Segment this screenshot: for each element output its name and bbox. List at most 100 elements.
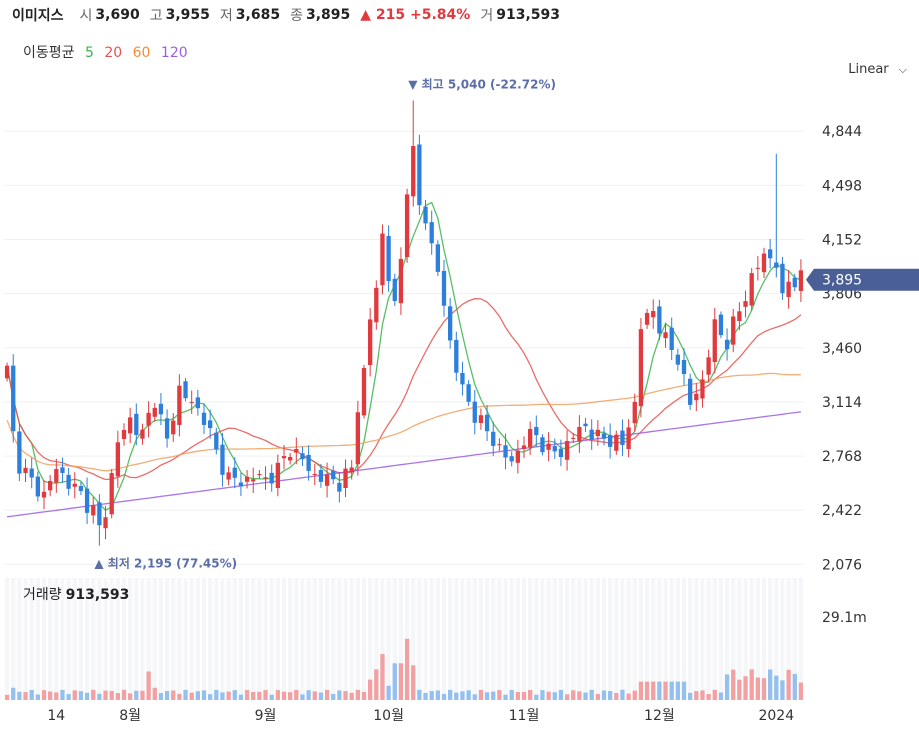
volume-stripe (768, 578, 773, 700)
volume-stripe (201, 578, 207, 700)
volume-bar (515, 691, 520, 700)
volume-bar (608, 691, 613, 700)
candle-body (774, 262, 779, 268)
candle-body (515, 450, 520, 463)
volume-stripe (724, 578, 730, 700)
volume-bar (632, 690, 637, 700)
volume-bar (66, 694, 71, 700)
volume-stripe (134, 578, 139, 700)
volume-bar (441, 693, 447, 700)
volume-bar (171, 690, 176, 700)
candle-body (540, 437, 545, 453)
volume-stripe (398, 578, 404, 700)
volume-stripe (91, 578, 96, 700)
candle-body (4, 365, 10, 379)
candle-body (423, 206, 428, 224)
volume-stripe (355, 578, 360, 700)
change-value: ▲ 215 +5.84% (360, 7, 471, 23)
volume-panel-label: 거래량 (23, 587, 62, 603)
volume-stripe (349, 578, 354, 700)
volume-stripe (214, 578, 219, 700)
volume-stripe (688, 578, 693, 700)
candle-body (595, 429, 600, 437)
volume-stripe (681, 578, 687, 700)
volume-bar (454, 692, 459, 700)
ma-5-line (6, 201, 802, 512)
candle-body (337, 482, 342, 492)
volume-stripe (515, 578, 520, 700)
candle-body (571, 437, 576, 439)
volume-bar (601, 690, 607, 700)
candle-body (724, 339, 730, 350)
volume-stripe (798, 578, 804, 700)
volume-bar (694, 691, 699, 700)
volume-bar (737, 679, 742, 700)
scale-selector[interactable]: Linear ⌵ (848, 62, 907, 77)
volume-bar (226, 691, 231, 700)
candle-body (318, 470, 324, 482)
volume-stripe (638, 578, 644, 700)
volume-bar (78, 691, 84, 700)
candle-body (786, 281, 791, 298)
candle-body (441, 270, 447, 306)
volume-bar (208, 694, 213, 700)
candle-body (608, 434, 613, 447)
volume-bar (392, 663, 397, 700)
candle-body (214, 432, 219, 450)
volume-bar (115, 693, 120, 700)
volume-stripe (792, 578, 797, 700)
candle-body (392, 278, 397, 301)
volume-bar (269, 694, 274, 700)
candle-body (29, 468, 34, 478)
volume-stripe (275, 578, 280, 700)
volume-stripe (78, 578, 84, 700)
volume-stripe (4, 578, 10, 700)
high-value: 3,955 (165, 7, 210, 23)
candle-body (152, 407, 157, 417)
candle-body (84, 488, 90, 513)
candle-body (349, 467, 354, 473)
volume-stripe (509, 578, 514, 700)
volume-bar (491, 691, 496, 700)
candle-body (251, 479, 256, 482)
candle-body (681, 359, 687, 375)
volume-bar (484, 692, 490, 700)
candle-body (577, 426, 582, 442)
volume-stripe (152, 578, 157, 700)
candle-body (232, 467, 237, 478)
moving-average-legend[interactable]: 이동평균 5 20 60 120 (23, 42, 194, 62)
volume-bar (417, 689, 422, 700)
volume-bar (4, 694, 10, 700)
volume-bar (257, 691, 262, 700)
candle-body (454, 339, 459, 373)
candle-body (731, 316, 736, 345)
volume-stripe (11, 578, 16, 700)
volume-stripe (115, 578, 120, 700)
volume-value: 913,593 (496, 7, 560, 23)
volume-bar (35, 694, 40, 700)
candle-body (651, 311, 656, 318)
candle-body (448, 306, 453, 341)
candle-body (374, 287, 379, 323)
candle-body (626, 427, 631, 450)
candle-body (257, 474, 262, 476)
volume-stripe (103, 578, 108, 700)
volume-bar (158, 693, 164, 700)
candle-body (675, 354, 680, 365)
candle-body (17, 431, 22, 474)
volume-bar (731, 669, 736, 700)
candle-body (688, 378, 693, 405)
x-tick-label: 9월 (255, 708, 277, 724)
ma-20-label: 20 (104, 45, 123, 61)
candle-body (521, 445, 527, 450)
candle-body (281, 456, 287, 459)
candle-body (491, 431, 496, 446)
volume-bar (663, 681, 668, 700)
volume-stripe (411, 578, 416, 700)
candle-body (164, 418, 170, 439)
volume-bar (189, 692, 194, 700)
candle-body (201, 412, 207, 425)
candle-body (509, 456, 514, 462)
volume-bar (749, 669, 754, 700)
